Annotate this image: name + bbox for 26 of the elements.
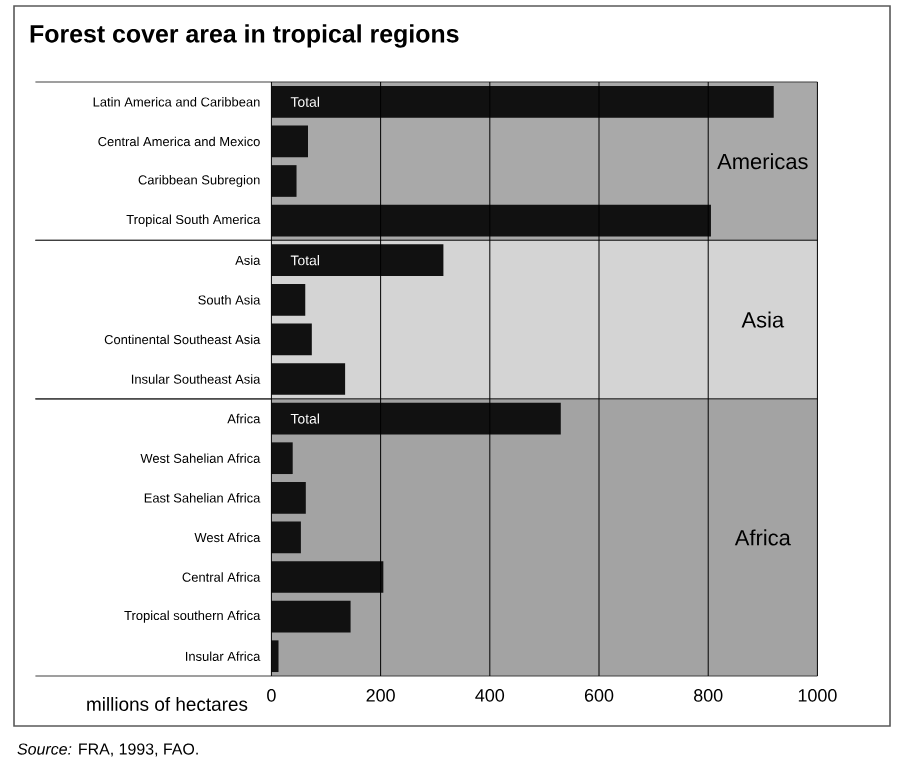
x-tick-label: 400 (475, 689, 505, 702)
bar (271, 323, 312, 356)
x-axis-title: millions of hectares (87, 697, 248, 711)
x-tick-label: 0 (267, 689, 276, 702)
bar (271, 402, 561, 435)
bar (271, 244, 444, 277)
x-tick-label: 800 (694, 689, 723, 702)
bar (271, 481, 306, 514)
bar (271, 640, 279, 673)
bar (271, 442, 293, 475)
bar (271, 521, 301, 554)
band-label: Asia (741, 311, 785, 328)
bar (271, 125, 308, 158)
bar (271, 283, 306, 316)
x-tick-label: 200 (366, 689, 395, 702)
bar (271, 600, 351, 633)
chart-title: Forest cover area in tropical regions (30, 24, 459, 48)
bar (271, 363, 346, 395)
band-label: Americas (717, 153, 808, 170)
bar (271, 204, 711, 237)
x-tick-label: 600 (584, 689, 614, 702)
band-label: Africa (734, 529, 791, 546)
x-tick-label: 1000 (798, 689, 837, 702)
bar (271, 165, 297, 197)
bar (271, 561, 384, 593)
bar (271, 85, 774, 118)
